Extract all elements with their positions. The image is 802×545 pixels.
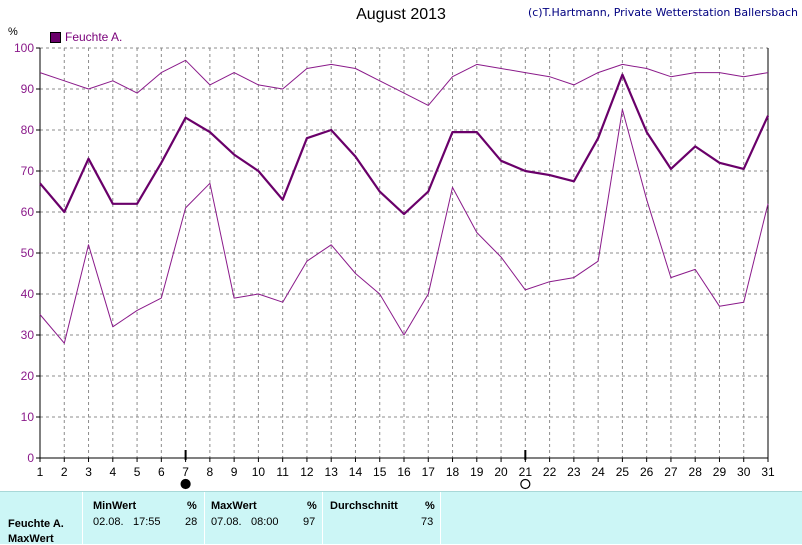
x-tick-label: 27 (664, 465, 678, 479)
x-tick-label: 8 (207, 465, 214, 479)
legend: Feuchte A. (50, 30, 122, 44)
y-tick-label: 70 (21, 164, 35, 178)
stats-max-header: MaxWert (211, 500, 257, 512)
y-tick-label: 10 (21, 410, 35, 424)
x-tick-label: 16 (397, 465, 411, 479)
x-tick-label: 23 (567, 465, 581, 479)
stats-min-value: 28 (185, 516, 198, 528)
x-tick-label: 15 (373, 465, 387, 479)
x-tick-label: 1 (37, 465, 44, 479)
series-line-max (39, 59, 769, 106)
y-tick-label: 20 (21, 369, 35, 383)
x-tick-label: 14 (349, 465, 363, 479)
stats-min-date: 02.08. (93, 516, 124, 528)
y-tick-label: 50 (21, 246, 35, 260)
stats-min-header: MinWert (93, 500, 137, 512)
stats-mean-header: Durchschnitt (330, 500, 398, 512)
y-tick-label: 80 (21, 123, 35, 137)
x-tick-label: 19 (470, 465, 484, 479)
x-tick-label: 12 (300, 465, 314, 479)
full-moon-icon (520, 478, 531, 490)
x-tick-label: 26 (640, 465, 654, 479)
x-tick-label: 20 (494, 465, 508, 479)
x-tick-label: 25 (616, 465, 630, 479)
x-tick-label: 7 (182, 465, 189, 479)
x-tick-label: 13 (325, 465, 339, 479)
x-tick-label: 17 (422, 465, 436, 479)
x-tick-label: 2 (61, 465, 68, 479)
x-tick-label: 21 (519, 465, 533, 479)
stats-row-label-cell: Feuchte A. MaxWert (0, 492, 83, 545)
y-tick-label: 30 (21, 328, 35, 342)
stats-max-value: 97 (303, 516, 316, 528)
chart-title: August 2013 (356, 6, 446, 23)
x-tick-label: 18 (446, 465, 460, 479)
y-tick-label: 40 (21, 287, 35, 301)
x-tick-label: 10 (252, 465, 266, 479)
legend-label: Feuchte A. (65, 30, 123, 44)
stats-mean-cell: Durchschnitt % 73 (323, 492, 441, 544)
stats-mean-unit: % (425, 500, 435, 512)
stats-min-unit: % (187, 500, 197, 512)
x-tick-label: 31 (761, 465, 775, 479)
x-tick-label: 22 (543, 465, 557, 479)
x-tick-label: 4 (109, 465, 116, 479)
x-tick-label: 30 (737, 465, 751, 479)
x-tick-label: 5 (134, 465, 141, 479)
y-tick-label: 0 (27, 451, 34, 465)
legend-swatch-icon (50, 31, 61, 43)
stats-mean-value: 73 (421, 516, 434, 528)
stats-max-time: 08:00 (251, 516, 279, 528)
series-line-min (39, 109, 769, 344)
stats-max-cell: MaxWert % 07.08. 08:00 97 (205, 492, 323, 544)
stats-min-time: 17:55 (133, 516, 161, 528)
x-tick-label: 3 (85, 465, 92, 479)
stats-row-label-2: MaxWert (8, 533, 54, 545)
stats-max-unit: % (307, 500, 317, 512)
stats-min-cell: MinWert % 02.08. 17:55 28 (83, 492, 205, 544)
statistics-panel: Feuchte A. MaxWert MinWert % 02.08. 17:5… (0, 491, 802, 545)
x-tick-label: 29 (713, 465, 727, 479)
x-tick-label: 6 (158, 465, 165, 479)
x-tick-label: 11 (276, 465, 289, 479)
y-axis-unit: % (8, 26, 18, 38)
copyright-text: (c)T.Hartmann, Private Wetterstation Bal… (527, 6, 798, 19)
new-moon-icon (180, 478, 191, 490)
y-tick-label: 90 (21, 82, 35, 96)
stats-max-date: 07.08. (211, 516, 242, 528)
x-tick-label: 24 (591, 465, 605, 479)
x-tick-label: 28 (689, 465, 703, 479)
y-tick-label: 100 (14, 41, 34, 55)
series-line-mean (39, 73, 770, 216)
y-tick-label: 60 (21, 205, 35, 219)
stats-row-label: Feuchte A. (8, 518, 64, 530)
x-tick-label: 9 (231, 465, 238, 479)
